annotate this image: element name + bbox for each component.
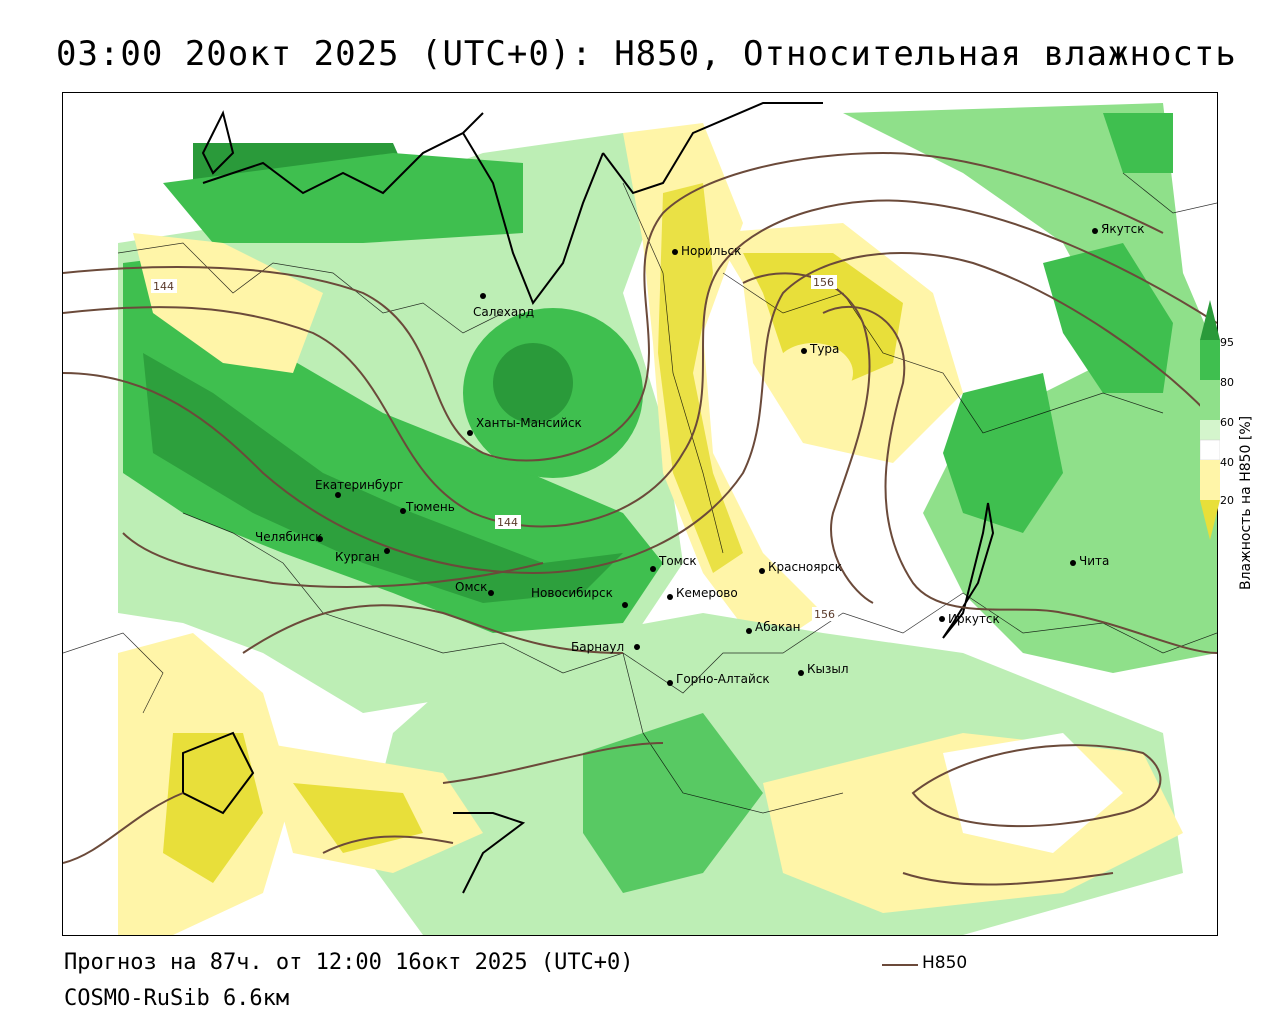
city-omsk: Омск [455, 580, 487, 594]
city-dot [667, 594, 673, 600]
colorbar-bottom-arrow [1200, 500, 1220, 540]
city-dot [335, 492, 341, 498]
city-markers: Норильск Салехард Тура Якутск Ханты-Манс… [255, 222, 1145, 686]
city-khanty-mansiysk: Ханты-Мансийск [476, 416, 582, 430]
colorbar-swatch-40 [1200, 439, 1220, 461]
city-kurgan: Курган [335, 550, 380, 564]
city-abakan: Абакан [755, 620, 800, 634]
city-dot [400, 508, 406, 514]
city-salekhard: Салехард [473, 305, 534, 319]
city-dot [467, 430, 473, 436]
city-krasnoyarsk: Красноярск [768, 560, 842, 574]
colorbar-swatch-60 [1200, 380, 1220, 420]
colorbar-tick-20: 20 [1220, 494, 1234, 507]
city-dot [667, 680, 673, 686]
city-dot [634, 644, 640, 650]
city-dot [672, 249, 678, 255]
colorbar-top-arrow [1200, 300, 1220, 340]
contour-label-2: 144 [497, 516, 518, 529]
colorbar-tick-95: 95 [1220, 336, 1234, 349]
city-yakutsk: Якутск [1101, 222, 1145, 236]
city-chita: Чита [1079, 554, 1109, 568]
h850-legend-line [882, 964, 918, 966]
humidity-field [63, 93, 1217, 935]
city-dot [622, 602, 628, 608]
model-name: COSMO-RuSib 6.6км [64, 986, 290, 1011]
map-title: 03:00 20окт 2025 (UTC+0): H850, Относите… [56, 34, 1237, 74]
city-irkutsk: Иркутск [948, 612, 1000, 626]
city-dot [317, 536, 323, 542]
city-gorno-altaysk: Горно-Алтайск [676, 672, 770, 686]
city-dot [650, 566, 656, 572]
city-tyumen: Тюмень [405, 500, 455, 514]
colorbar-tick-80: 80 [1220, 376, 1234, 389]
city-dot [798, 670, 804, 676]
city-dot [384, 548, 390, 554]
h850-legend-label: H850 [922, 953, 968, 973]
city-barnaul: Барнаул [571, 640, 624, 654]
city-tomsk: Томск [658, 554, 697, 568]
city-dot [939, 616, 945, 622]
city-kemerovo: Кемерово [676, 586, 738, 600]
colorbar-swatch-30 [1200, 460, 1220, 500]
forecast-map[interactable]: 144 144 156 156 Норильск Салехард Тура Я… [62, 92, 1218, 936]
contour-label-3: 156 [813, 276, 834, 289]
city-dot [1070, 560, 1076, 566]
city-dot [1092, 228, 1098, 234]
city-norilsk: Норильск [681, 244, 741, 258]
city-dot [480, 293, 486, 299]
city-dot [759, 568, 765, 574]
coastline [182, 102, 995, 894]
city-tura: Тура [809, 342, 839, 356]
forecast-info: Прогноз на 87ч. от 12:00 16окт 2025 (UTC… [64, 950, 634, 975]
humidity-colorbar: 95 80 60 40 20 [1200, 300, 1270, 600]
contour-label-1: 144 [153, 280, 174, 293]
colorbar-swatch-50 [1200, 420, 1220, 440]
city-chelyabinsk: Челябинск [255, 530, 322, 544]
city-novosibirsk: Новосибирск [531, 586, 613, 600]
colorbar-tick-40: 40 [1220, 456, 1234, 469]
city-dot [801, 348, 807, 354]
city-dot [746, 628, 752, 634]
h850-contours [63, 151, 1217, 886]
contour-label-4: 156 [814, 608, 835, 621]
colorbar-swatch-80 [1200, 340, 1220, 380]
city-dot [488, 590, 494, 596]
city-kyzyl: Кызыл [807, 662, 849, 676]
admin-borders [63, 172, 1217, 814]
colorbar-tick-60: 60 [1220, 416, 1234, 429]
contour-labels: 144 144 156 156 [151, 275, 838, 621]
city-yekaterinburg: Екатеринбург [315, 478, 403, 492]
colorbar-title: Влажность на H850 [%] [1238, 415, 1254, 590]
